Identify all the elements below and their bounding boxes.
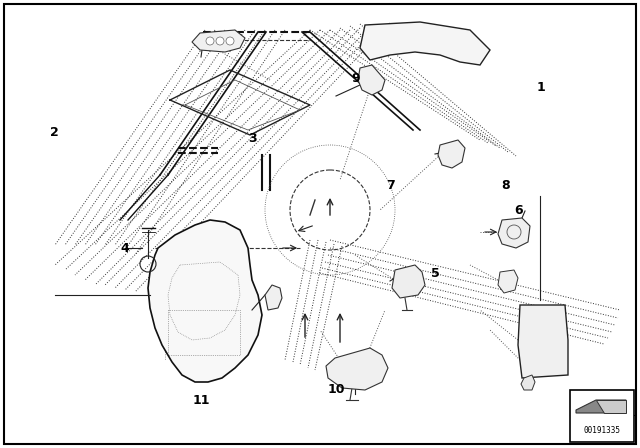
Text: 10: 10 <box>327 383 345 396</box>
Circle shape <box>216 37 224 45</box>
Polygon shape <box>358 65 385 95</box>
Polygon shape <box>148 220 262 382</box>
Bar <box>168 310 240 355</box>
Polygon shape <box>498 270 518 293</box>
Polygon shape <box>392 265 425 298</box>
Text: 00191335: 00191335 <box>584 426 621 435</box>
Polygon shape <box>498 218 530 248</box>
Polygon shape <box>360 22 490 65</box>
Text: 2: 2 <box>50 125 59 139</box>
Text: 3: 3 <box>248 132 257 146</box>
Polygon shape <box>521 375 535 390</box>
Text: 1: 1 <box>536 81 545 94</box>
Text: 6: 6 <box>514 204 523 217</box>
Polygon shape <box>265 285 282 310</box>
Text: 8: 8 <box>501 179 510 193</box>
Polygon shape <box>576 400 626 413</box>
Polygon shape <box>438 140 465 168</box>
Text: 7: 7 <box>386 179 395 193</box>
Bar <box>570 390 634 442</box>
Circle shape <box>226 37 234 45</box>
Text: 5: 5 <box>431 267 440 280</box>
Polygon shape <box>192 30 245 52</box>
Circle shape <box>206 37 214 45</box>
Text: 11: 11 <box>193 394 211 408</box>
Polygon shape <box>326 348 388 390</box>
Text: 9: 9 <box>351 72 360 85</box>
Polygon shape <box>596 400 626 413</box>
Polygon shape <box>518 305 568 378</box>
Text: 4: 4 <box>120 242 129 255</box>
